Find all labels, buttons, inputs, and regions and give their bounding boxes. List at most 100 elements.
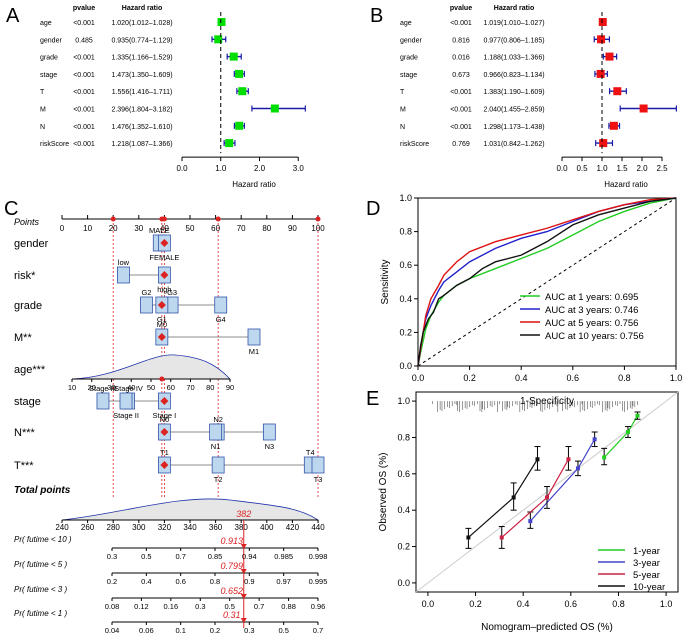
row-name: T — [400, 89, 405, 96]
selected-marker — [160, 397, 169, 405]
roc-curve — [417, 197, 677, 367]
hr-point — [217, 18, 226, 26]
prob-tick-label: 0.7 — [175, 552, 185, 561]
nomogram-row-name: N*** — [14, 427, 36, 439]
prob-tick-label: 0.9 — [244, 577, 254, 586]
x-tick-label: 1.0 — [215, 164, 227, 173]
prob-tick-label: 0.3 — [195, 602, 205, 611]
x-axis-label: 1-Specificity — [520, 396, 574, 407]
x-tick-label: 0.4 — [515, 373, 528, 383]
x-tick-label: 0.0 — [422, 599, 435, 609]
panel-label: D — [366, 198, 380, 220]
row-hr-text: 1.476(1.352–1.610) — [111, 124, 172, 131]
age-tick-label: 10 — [68, 383, 76, 392]
legend-label: 3-year — [633, 558, 660, 569]
x-tick-label: 1.5 — [616, 164, 628, 173]
prob-tick-label: 0.06 — [139, 626, 154, 635]
row-name: M — [400, 107, 406, 114]
row-hr-text: 1.298(1.173–1.438) — [483, 124, 544, 131]
nomogram-row-name: gender — [14, 238, 49, 250]
row-hr-text: 1.020(1.012–1.028) — [111, 20, 172, 27]
total-points-value: 382 — [236, 509, 251, 519]
nomogram-row-name: M** — [14, 332, 32, 344]
legend-label: AUC at 10 years: 0.756 — [545, 331, 644, 342]
selected-marker — [160, 271, 169, 279]
age-tick-label: 80 — [206, 383, 214, 392]
category-label: T1 — [160, 448, 169, 457]
category-box — [247, 328, 261, 346]
x-tick-label: 2.5 — [656, 164, 668, 173]
points-marker — [161, 216, 167, 222]
prob-arrow — [240, 544, 247, 549]
category-box — [117, 266, 130, 284]
nomogram-row-name: T*** — [14, 460, 34, 472]
age-tick-label: 50 — [147, 383, 155, 392]
x-axis-label: Nomogram–predicted OS (%) — [481, 622, 613, 633]
points-marker — [215, 216, 221, 222]
selected-marker — [157, 333, 166, 341]
pvalue-header: pvalue — [450, 5, 472, 12]
prob-tick-label: 0.08 — [105, 602, 120, 611]
category-label: G4 — [216, 315, 226, 324]
prob-tick-label: 0.5 — [278, 626, 288, 635]
x-tick-label: 0.2 — [463, 373, 476, 383]
points-tick-label: 0 — [60, 224, 65, 233]
category-label: Stage III — [89, 384, 117, 393]
nomogram-row-name: grade — [14, 300, 42, 312]
hr-header: Hazard ratio — [494, 5, 534, 12]
category-label: N3 — [265, 442, 275, 451]
row-hr-text: 2.040(1.455–2.859) — [483, 107, 544, 114]
prob-tick-label: 0.96 — [311, 602, 326, 611]
y-tick-label: 0.0 — [399, 361, 412, 371]
y-tick-label: 0.6 — [399, 260, 412, 270]
prob-arrow — [240, 618, 247, 623]
nomogram-row-name: age*** — [14, 364, 46, 376]
total-tick-label: 320 — [158, 523, 172, 532]
row-pvalue: 0.816 — [452, 37, 470, 44]
total-tick-label: 260 — [81, 523, 95, 532]
row-name: age — [400, 20, 412, 27]
selected-marker — [160, 239, 169, 247]
prob-value: 0.31 — [223, 610, 241, 620]
total-tick-label: 380 — [235, 523, 249, 532]
row-pvalue: <0.001 — [73, 141, 95, 148]
x-tick-label: 0.0 — [176, 164, 188, 173]
points-tick-label: 30 — [134, 224, 143, 233]
calibration-point — [592, 437, 597, 442]
prob-tick-label: 0.998 — [309, 552, 328, 561]
category-label: M0 — [157, 320, 167, 329]
total-tick-label: 300 — [132, 523, 146, 532]
x-tick-label: 1.0 — [670, 373, 683, 383]
prob-tick-label: 0.3 — [244, 626, 254, 635]
x-axis-label: Hazard ratio — [232, 180, 276, 189]
prob-tick-label: 0.6 — [175, 577, 185, 586]
category-label: G1 — [157, 315, 167, 324]
hr-header: Hazard ratio — [122, 5, 162, 12]
legend-label: AUC at 3 years: 0.746 — [545, 305, 638, 316]
total-tick-label: 240 — [55, 523, 69, 532]
points-tick-label: 90 — [288, 224, 297, 233]
x-tick-label: 2.0 — [636, 164, 648, 173]
row-name: grade — [400, 55, 418, 62]
x-tick-label: 1.0 — [596, 164, 608, 173]
category-box — [140, 296, 153, 314]
legend-label: 5-year — [633, 570, 660, 581]
calibration-point — [466, 535, 471, 540]
points-tick-label: 70 — [237, 224, 246, 233]
prob-value: 0.652 — [220, 586, 243, 596]
row-pvalue: <0.001 — [73, 55, 95, 62]
prob-tick-label: 0.4 — [141, 577, 151, 586]
row-name: gender — [400, 37, 422, 44]
age-tick-label: 40 — [127, 383, 135, 392]
row-hr-text: 1.188(1.033–1.366) — [483, 55, 544, 62]
age-density — [71, 354, 231, 380]
x-tick-label: 3.0 — [293, 164, 305, 173]
prob-tick-label: 0.3 — [107, 552, 117, 561]
points-tick-label: 50 — [186, 224, 195, 233]
category-label: T4 — [306, 448, 315, 457]
hr-point — [597, 35, 606, 44]
age-tick-label: 70 — [186, 383, 194, 392]
category-label: G2 — [141, 288, 151, 297]
category-label: T2 — [214, 475, 223, 484]
